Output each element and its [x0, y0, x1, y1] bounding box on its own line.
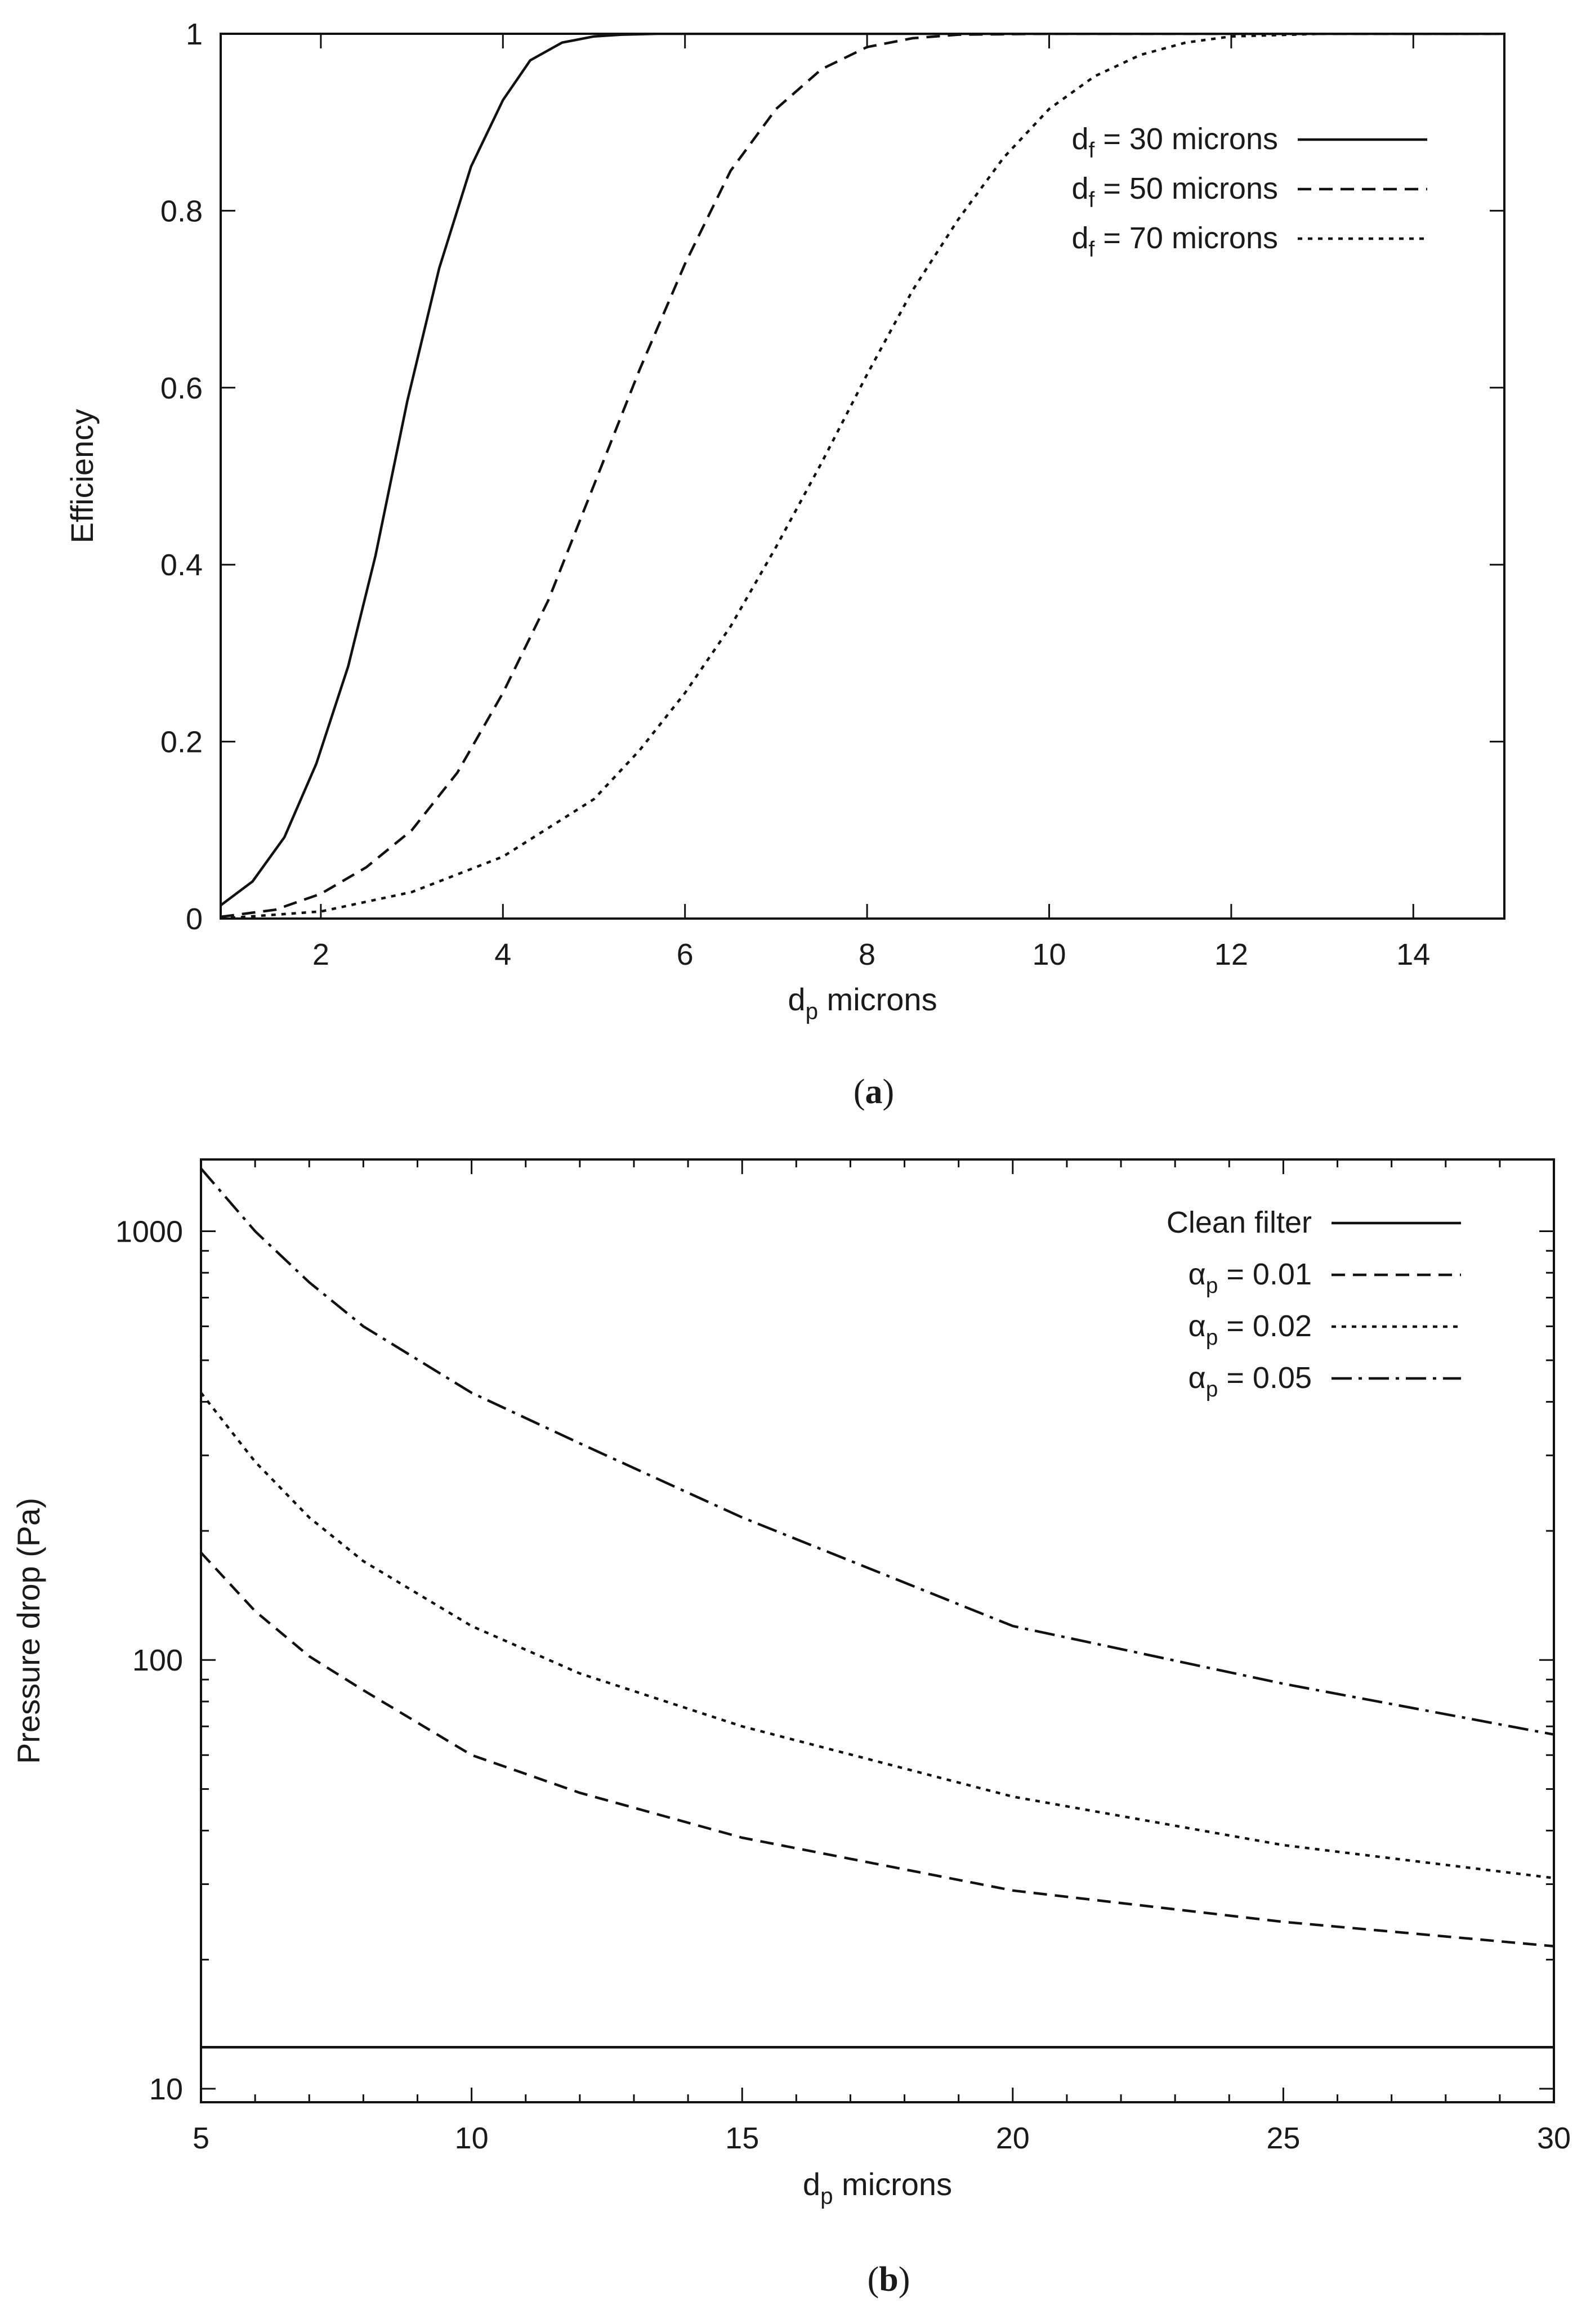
caption-paren-close: ): [883, 1073, 895, 1111]
legend-label-1: Clean filter: [1167, 1206, 1312, 1239]
x-tick-label: 15: [725, 2121, 759, 2155]
plot-frame: [200, 1158, 1555, 2103]
caption-paren-close: ): [899, 2260, 910, 2299]
legend-label-4-subscript: p: [1206, 1377, 1218, 1401]
x-axis-title-main: d: [803, 2166, 820, 2202]
legend-label-4-main: α: [1189, 1361, 1206, 1395]
legend-label-4: αp = 0.05: [1189, 1361, 1312, 1401]
caption-letter: a: [865, 1073, 883, 1111]
y-tick-label: 1: [186, 17, 203, 51]
y-tick-label: 0.6: [160, 371, 203, 405]
legend-label-3-rest: = 70 microns: [1094, 221, 1278, 255]
caption-paren-open: (: [868, 2260, 879, 2299]
legend-label-4-rest: = 0.05: [1218, 1361, 1312, 1395]
x-axis-title-subscript: p: [820, 2183, 833, 2209]
series-line-2: [221, 34, 1504, 919]
series-line-3: [201, 1392, 1554, 1879]
legend-label-2-subscript: p: [1206, 1274, 1218, 1298]
legend-label-3-subscript: p: [1206, 1326, 1218, 1350]
panel-caption: (b): [868, 2260, 910, 2299]
y-tick-label: 1000: [115, 1215, 183, 1248]
legend-label-1-main: Clean filter: [1167, 1206, 1312, 1239]
legend-label-3: df = 70 microns: [1072, 221, 1279, 262]
legend-label-1-subscript: f: [1089, 138, 1095, 163]
x-axis-title: dp microns: [788, 982, 937, 1024]
x-tick-label: 20: [996, 2121, 1030, 2155]
x-tick-label: 10: [455, 2121, 489, 2155]
y-tick-label: 10: [149, 2072, 183, 2106]
legend-label-2-main: α: [1189, 1257, 1206, 1291]
x-tick-label: 25: [1266, 2121, 1300, 2155]
legend-label-3-main: d: [1072, 221, 1089, 255]
x-tick-label: 12: [1214, 938, 1248, 971]
legend-label-3-subscript: f: [1089, 238, 1095, 262]
legend-label-1-rest: = 30 microns: [1094, 122, 1278, 156]
x-tick-label: 14: [1396, 938, 1430, 971]
legend-label-1-main: d: [1072, 122, 1089, 156]
legend-label-3-main: α: [1189, 1309, 1206, 1343]
legend-label-2: αp = 0.01: [1189, 1257, 1312, 1298]
legend-label-2-subscript: f: [1089, 188, 1095, 212]
legend-label-3: αp = 0.02: [1189, 1309, 1312, 1350]
legend-label-2-main: d: [1072, 172, 1089, 205]
series-line-4: [201, 1167, 1554, 1736]
legend-label-2-rest: = 0.01: [1218, 1257, 1312, 1291]
series-line-2: [201, 1551, 1554, 1948]
legend-label-1: df = 30 microns: [1072, 122, 1279, 163]
y-axis-title: Pressure drop (Pa): [11, 1498, 46, 1764]
y-tick-label: 0: [186, 902, 203, 936]
panel-caption: (a): [854, 1073, 894, 1111]
x-axis-title-main: d: [788, 982, 805, 1017]
x-tick-label: 8: [859, 938, 875, 971]
y-tick-label: 0.4: [160, 548, 203, 582]
y-axis-title: Efficiency: [64, 409, 100, 544]
x-tick-label: 2: [312, 938, 329, 971]
x-axis-title: dp microns: [803, 2166, 952, 2209]
caption-letter: b: [879, 2260, 898, 2299]
series-line-1: [221, 34, 1504, 907]
x-tick-label: 5: [193, 2121, 209, 2155]
x-axis-title-rest: microns: [818, 982, 937, 1017]
caption-paren-open: (: [854, 1073, 865, 1111]
legend-label-2: df = 50 microns: [1072, 172, 1279, 212]
x-tick-label: 4: [494, 938, 511, 971]
x-axis-title-rest: microns: [833, 2166, 952, 2202]
x-tick-label: 30: [1537, 2121, 1571, 2155]
x-tick-label: 6: [677, 938, 694, 971]
x-tick-label: 10: [1032, 938, 1066, 971]
legend-label-2-rest: = 50 microns: [1094, 172, 1278, 205]
y-tick-label: 0.8: [160, 194, 203, 228]
x-axis-title-subscript: p: [806, 998, 818, 1024]
y-tick-label: 0.2: [160, 726, 203, 759]
legend-label-3-rest: = 0.02: [1218, 1309, 1312, 1343]
y-tick-label: 100: [132, 1644, 183, 1677]
series-line-3: [221, 34, 1504, 919]
